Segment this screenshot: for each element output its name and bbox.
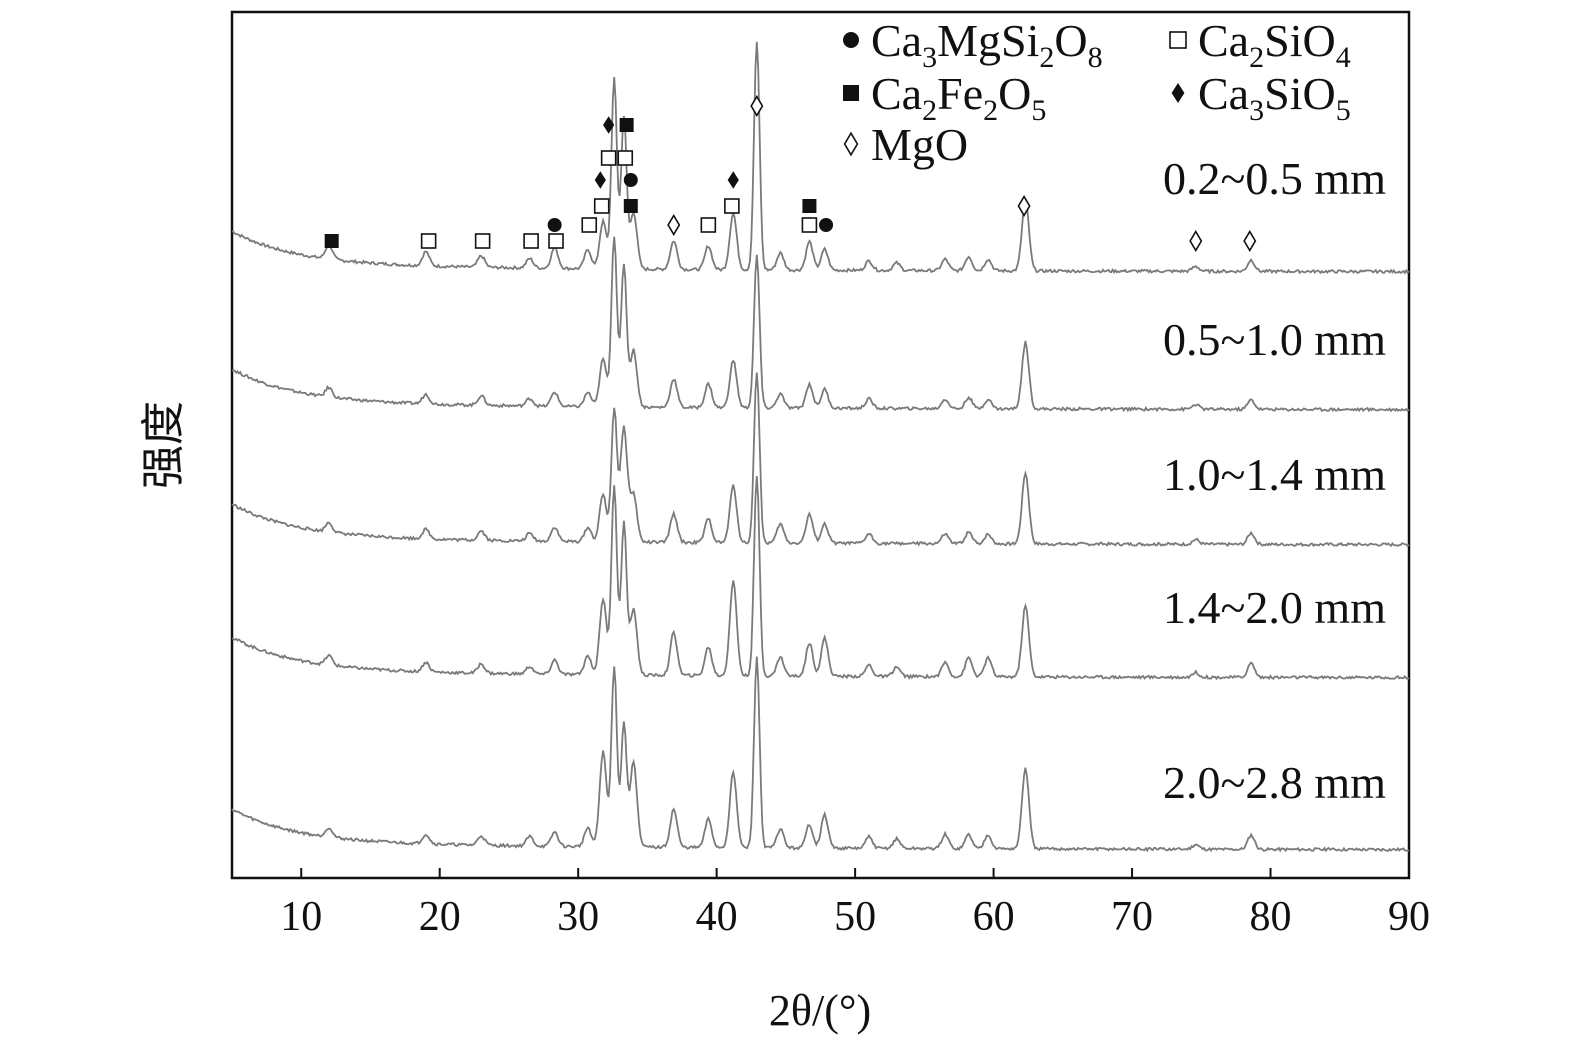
legend-formula-part: 2 xyxy=(983,94,998,127)
open-diamond-marker xyxy=(1243,229,1257,253)
series-line xyxy=(231,476,1410,681)
x-tick-label: 90 xyxy=(1388,894,1430,940)
series-line xyxy=(231,372,1410,548)
legend-formula-part: 2 xyxy=(1039,41,1054,74)
x-tick-layer: 10 20 30 40 50 60 70 80 90 xyxy=(280,868,1430,940)
filled-circle-marker xyxy=(547,218,562,232)
open-square-marker xyxy=(600,150,617,166)
legend-formula-part: 5 xyxy=(1336,94,1351,127)
open-diamond-marker xyxy=(843,131,859,157)
series-label: 2.0~2.8 mm xyxy=(1163,757,1386,808)
legend-formula-part: 8 xyxy=(1088,41,1103,74)
series-label: 1.0~1.4 mm xyxy=(1163,449,1386,500)
legend-formula-part: Ca xyxy=(871,68,922,119)
legend-formula-part: O xyxy=(998,68,1031,119)
open-square-marker xyxy=(700,217,717,233)
legend-formula-part: MgO xyxy=(871,119,968,170)
legend-formula-part: MgSi xyxy=(937,15,1039,66)
x-tick-label: 50 xyxy=(834,894,876,940)
y-axis-label: 强度 xyxy=(139,401,188,489)
legend-label: MgO xyxy=(871,119,968,170)
series-line xyxy=(231,41,1410,275)
open-square-marker xyxy=(724,198,740,214)
open-diamond-marker xyxy=(750,94,764,118)
open-square-marker xyxy=(548,233,564,249)
filled-square-marker xyxy=(623,199,638,213)
legend-label: Ca3SiO5 xyxy=(1198,68,1351,127)
series-label-layer: 0.2~0.5 mm 0.5~1.0 mm 1.0~1.4 mm 1.4~2.0 mm… xyxy=(1163,153,1386,808)
filled-square-marker xyxy=(324,234,339,248)
legend-formula-part: 3 xyxy=(922,41,937,74)
open-diamond-marker xyxy=(667,213,681,237)
x-tick-label: 20 xyxy=(419,894,461,940)
legend-formula-part: 2 xyxy=(1249,41,1264,74)
legend-formula-part: SiO xyxy=(1264,15,1336,66)
legend-formula-part: 3 xyxy=(1249,94,1264,127)
open-square-marker xyxy=(617,150,634,166)
legend-formula-part: 4 xyxy=(1336,41,1351,74)
filled-circle-marker xyxy=(623,173,638,187)
series-label: 0.5~1.0 mm xyxy=(1163,314,1386,365)
legend-label: Ca2SiO4 xyxy=(1198,15,1351,74)
series-layer xyxy=(231,41,1410,853)
open-square-marker xyxy=(581,217,598,233)
legend-formula-part: 5 xyxy=(1031,94,1046,127)
filled-diamond-marker xyxy=(727,171,739,189)
series-label: 0.2~0.5 mm xyxy=(1163,153,1386,204)
legend-formula-part: O xyxy=(1054,15,1087,66)
filled-square-marker xyxy=(619,118,634,132)
open-square-marker xyxy=(474,233,491,249)
x-tick-label: 70 xyxy=(1111,894,1153,940)
legend-formula-part: Ca xyxy=(871,15,922,66)
legend-formula-part: 2 xyxy=(922,94,937,127)
legend-formula-part: Fe xyxy=(937,68,983,119)
filled-square-marker xyxy=(843,85,859,101)
series-line xyxy=(231,656,1410,853)
legend-label: Ca3MgSi2O8 xyxy=(871,15,1103,74)
x-tick-label: 60 xyxy=(973,894,1015,940)
open-square-marker xyxy=(801,217,818,233)
x-tick-label: 40 xyxy=(696,894,738,940)
filled-circle-marker xyxy=(819,218,834,232)
x-tick-label: 80 xyxy=(1250,894,1292,940)
open-square-marker xyxy=(1169,31,1187,49)
series-line xyxy=(231,236,1410,413)
x-tick-label: 30 xyxy=(557,894,599,940)
open-diamond-marker xyxy=(1189,229,1203,253)
x-tick-label: 10 xyxy=(280,894,322,940)
phase-marker-layer xyxy=(324,94,1257,253)
open-square-marker xyxy=(593,198,610,214)
legend-formula-part: SiO xyxy=(1264,68,1336,119)
legend-formula-part: Ca xyxy=(1198,15,1249,66)
open-square-marker xyxy=(523,233,539,249)
filled-square-marker xyxy=(802,199,817,213)
series-label: 1.4~2.0 mm xyxy=(1163,582,1386,633)
filled-diamond-marker xyxy=(1171,83,1185,103)
legend-formula-part: Ca xyxy=(1198,68,1249,119)
filled-diamond-marker xyxy=(603,116,615,134)
filled-diamond-marker xyxy=(594,171,606,189)
x-axis-label: 2θ/(°) xyxy=(769,986,871,1035)
plot-frame xyxy=(230,10,1411,880)
filled-circle-marker xyxy=(843,32,859,48)
open-diamond-marker xyxy=(1017,194,1031,218)
open-square-marker xyxy=(420,233,437,249)
legend-label: Ca2Fe2O5 xyxy=(871,68,1046,127)
